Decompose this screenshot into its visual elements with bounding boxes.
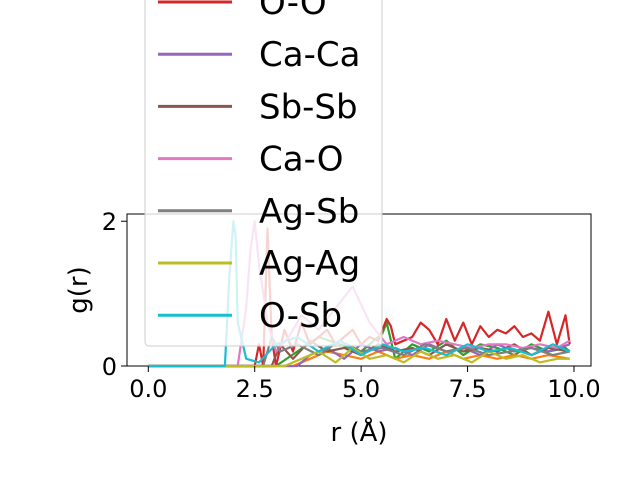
y-tick-label: 2 bbox=[102, 208, 117, 236]
series-line-ag-sb bbox=[148, 335, 570, 368]
legend: O-O Ca-Ca Sb-Sb Ca-O Ag-Sb Ag-Ag O-Sb bbox=[144, 0, 383, 347]
x-tick-label: 2.5 bbox=[236, 375, 274, 403]
legend-label-ag-ag: Ag-Ag bbox=[259, 244, 360, 284]
legend-label-o-sb: O-Sb bbox=[259, 296, 342, 336]
legend-label-o-o: O-O bbox=[259, 0, 327, 23]
axis-ticks: 0.0 2.5 5.0 7.5 10.0 0 2 bbox=[102, 208, 601, 403]
x-tick-label: 0.0 bbox=[129, 375, 167, 403]
x-tick-label: 7.5 bbox=[448, 375, 486, 403]
legend-label-ca-o: Ca-O bbox=[259, 140, 344, 180]
legend-frame bbox=[144, 0, 383, 347]
x-tick-label: 10.0 bbox=[547, 375, 600, 403]
legend-label-ca-ca: Ca-Ca bbox=[259, 35, 360, 75]
y-axis-label: g(r) bbox=[64, 266, 94, 313]
legend-label-ag-sb: Ag-Sb bbox=[259, 192, 359, 232]
x-axis-label: r (Å) bbox=[330, 416, 387, 448]
legend-label-sb-sb: Sb-Sb bbox=[259, 87, 358, 127]
x-tick-label: 5.0 bbox=[342, 375, 380, 403]
legend-items: O-O Ca-Ca Sb-Sb Ca-O Ag-Sb Ag-Ag O-Sb bbox=[158, 0, 360, 336]
y-tick-label: 0 bbox=[102, 353, 117, 381]
